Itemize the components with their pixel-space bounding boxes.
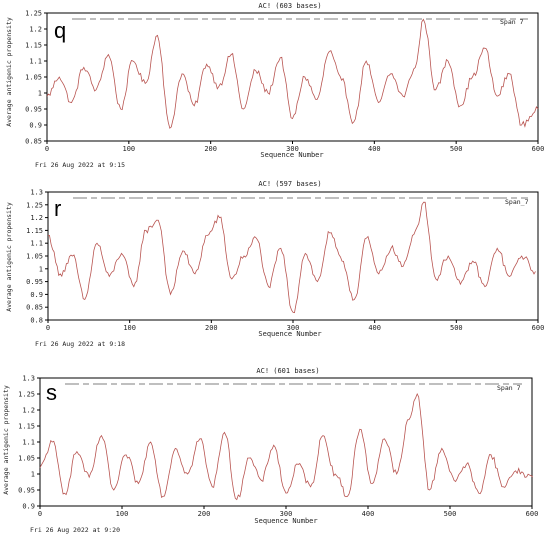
plot-date: Fri 26 Aug 2022 at 9:15 <box>35 161 125 169</box>
y-tick-label: 1.2 <box>30 214 43 222</box>
y-axis-label: Average antigenic propensity <box>5 202 13 312</box>
y-tick-label: 1.05 <box>18 455 35 463</box>
y-tick-label: 1.25 <box>25 10 42 18</box>
x-tick-label: 400 <box>362 510 375 518</box>
y-tick-label: 1.25 <box>26 201 43 209</box>
x-tick-label: 600 <box>532 324 545 332</box>
antigenic-trace-line <box>46 18 539 129</box>
y-tick-label: 0.95 <box>26 278 43 286</box>
antigenic-trace-line <box>47 201 536 314</box>
x-tick-label: 500 <box>450 324 463 332</box>
x-tick-label: 200 <box>204 145 217 153</box>
y-tick-label: 1.1 <box>22 439 35 447</box>
antigenic-trace-line <box>39 393 534 501</box>
y-tick-label: 1 <box>31 471 35 479</box>
x-tick-label: 100 <box>116 510 129 518</box>
y-tick-label: 1.1 <box>29 58 42 66</box>
chart-title: AC! (601 bases) <box>256 367 319 375</box>
y-tick-label: 1.3 <box>22 375 35 383</box>
y-tick-label: 1.05 <box>26 253 43 261</box>
x-tick-label: 600 <box>526 510 539 518</box>
x-tick-label: 300 <box>286 145 299 153</box>
y-tick-label: 1.15 <box>26 227 43 235</box>
x-tick-label: 200 <box>198 510 211 518</box>
y-tick-label: 1.05 <box>25 74 42 82</box>
panel-letter: q <box>54 18 66 43</box>
x-tick-label: 0 <box>46 324 50 332</box>
x-tick-label: 500 <box>444 510 457 518</box>
legend-label: Span 7 <box>497 384 521 392</box>
y-tick-label: 1 <box>39 265 43 273</box>
panel-r: AC! (597 bases) r Span_7 Sequence Number… <box>5 180 544 348</box>
y-tick-label: 0.9 <box>29 122 42 130</box>
panel-s: AC! (601 bases) s Span 7 Sequence Number… <box>2 367 538 534</box>
x-axis-label: Sequence Number <box>258 330 321 338</box>
plot-frame <box>39 377 533 507</box>
y-tick-label: 1.15 <box>25 42 42 50</box>
panel-letter: s <box>46 380 57 405</box>
chart-title: AC! (603 bases) <box>258 2 321 10</box>
y-axis-label: Average antigenic propensity <box>2 385 10 495</box>
y-tick-label: 0.85 <box>25 138 42 146</box>
panel-letter: r <box>54 196 61 221</box>
y-tick-label: 1.1 <box>30 240 43 248</box>
plot-date: Fri 26 Aug 2022 at 9:20 <box>30 526 120 534</box>
chart-title: AC! (597 bases) <box>258 180 321 188</box>
x-tick-label: 600 <box>532 145 545 153</box>
y-tick-label: 1.2 <box>29 26 42 34</box>
x-tick-label: 100 <box>123 324 136 332</box>
x-axis-label: Sequence Number <box>254 517 317 525</box>
x-tick-label: 300 <box>280 510 293 518</box>
y-tick-label: 0.8 <box>30 317 43 325</box>
x-tick-label: 100 <box>123 145 136 153</box>
y-tick-label: 0.85 <box>26 304 43 312</box>
plot-date: Fri 26 Aug 2022 at 9:18 <box>35 340 125 348</box>
plot-frame <box>47 191 539 321</box>
y-tick-label: 0.95 <box>18 487 35 495</box>
y-tick-label: 1.25 <box>18 391 35 399</box>
y-tick-label: 0.9 <box>22 503 35 511</box>
x-tick-label: 400 <box>368 145 381 153</box>
plot-frame <box>46 12 539 142</box>
x-tick-label: 500 <box>450 145 463 153</box>
legend-label: Span 7 <box>500 18 524 26</box>
x-tick-label: 200 <box>205 324 218 332</box>
y-tick-label: 1.3 <box>30 189 43 197</box>
y-tick-label: 1 <box>38 90 42 98</box>
y-tick-label: 0.9 <box>30 291 43 299</box>
panel-q: AC! (603 bases) q Span 7 Sequence Number… <box>5 2 544 169</box>
y-tick-label: 0.95 <box>25 106 42 114</box>
x-tick-label: 400 <box>368 324 381 332</box>
x-axis-label: Sequence Number <box>260 151 323 159</box>
x-tick-label: 0 <box>45 145 49 153</box>
x-tick-label: 300 <box>287 324 300 332</box>
x-tick-label: 0 <box>38 510 42 518</box>
y-tick-label: 1.15 <box>18 423 35 431</box>
legend-label: Span_7 <box>505 198 529 206</box>
y-axis-label: Average antigenic propensity <box>5 17 13 127</box>
y-tick-label: 1.2 <box>22 407 35 415</box>
